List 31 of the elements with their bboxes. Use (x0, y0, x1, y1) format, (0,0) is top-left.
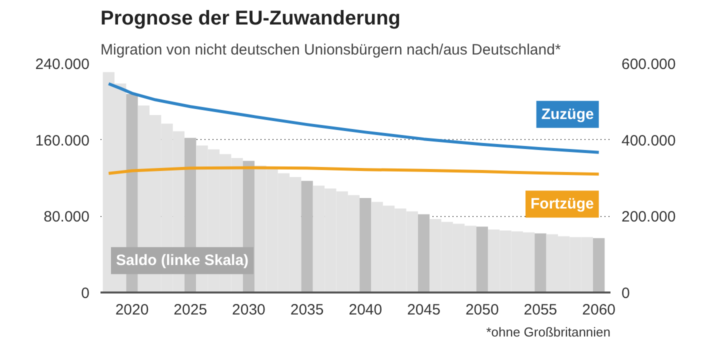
line-series (107, 82, 600, 154)
x-tick-label: 2060 (582, 302, 616, 318)
bar (360, 198, 372, 292)
x-tick-label: 2025 (174, 302, 208, 318)
series-label: Saldo (linke Skala) (116, 252, 249, 270)
bar (301, 180, 313, 292)
y-tick-label: 160.000 (35, 132, 90, 150)
x-tick-label: 2020 (115, 302, 149, 318)
chart-subtitle: Migration von nicht deutschen Unionsbürgern nach/aus Deutschland* (100, 42, 561, 58)
chart-title: Prognose der EU-Zuwanderung (100, 8, 401, 30)
series-label: Zuzüge (541, 106, 594, 123)
y2-tick-label: 0 (622, 285, 630, 302)
bar (418, 214, 430, 292)
series-label: Fortzüge (530, 196, 594, 213)
bar (476, 226, 488, 292)
y2-tick-label: 600.000 (622, 56, 676, 73)
y2-tick-label: 400.000 (622, 132, 676, 150)
x-tick-label: 2045 (407, 302, 440, 318)
bar (592, 238, 605, 292)
line-series (107, 166, 600, 176)
x-tick-label: 2055 (524, 302, 558, 318)
y-tick-label: 80.000 (44, 208, 90, 226)
text: *ohne Großbritannien (486, 324, 611, 340)
x-tick-label: 2030 (232, 302, 266, 318)
x-tick-label: 2035 (290, 302, 324, 318)
y2-tick-label: 200.000 (622, 208, 676, 226)
y-tick-label: 240.000 (35, 56, 90, 73)
x-tick-label: 2050 (465, 302, 499, 318)
y-tick-label: 0 (81, 285, 90, 302)
bar (534, 233, 546, 292)
x-tick-label: 2040 (348, 302, 382, 318)
